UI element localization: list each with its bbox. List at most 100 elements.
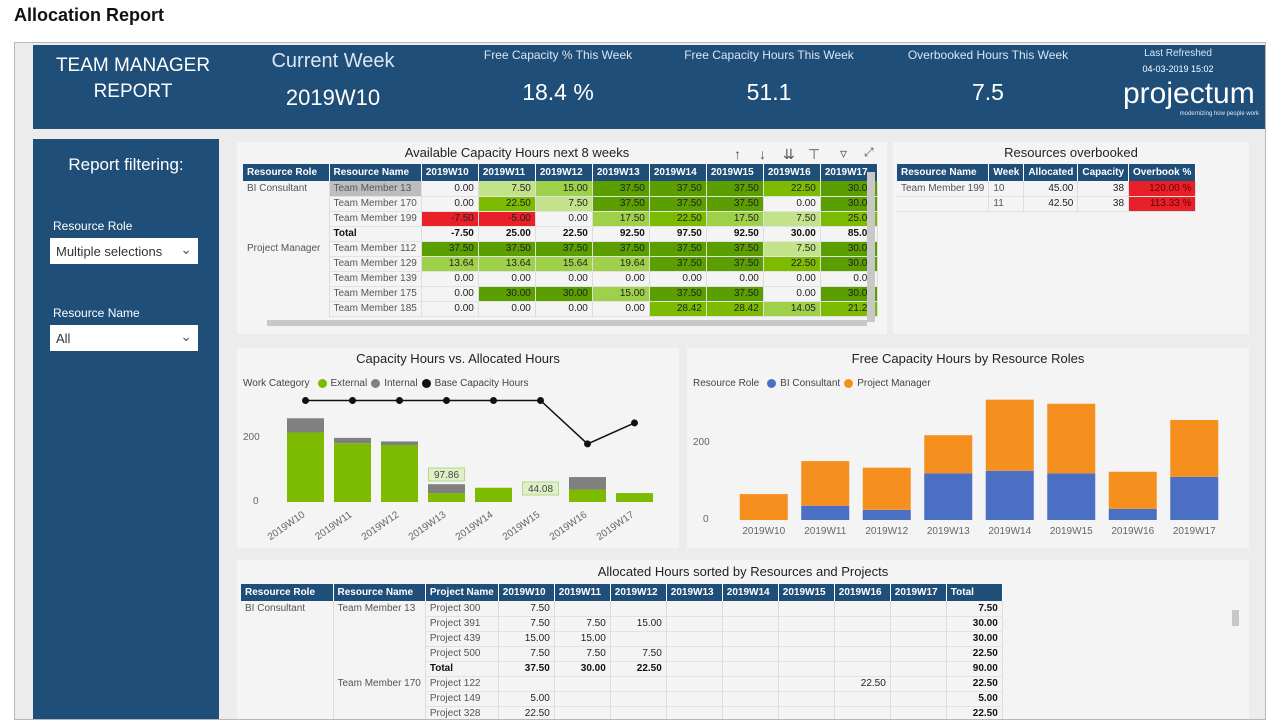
bar-project-manager	[1170, 419, 1219, 477]
capacity-cell: -7.50	[421, 226, 479, 242]
column-header[interactable]: 2019W13	[592, 164, 650, 181]
column-header[interactable]: 2019W14	[722, 584, 779, 601]
row-resource-name[interactable]: Team Member 185	[329, 301, 422, 317]
expand-hierarchy-icon[interactable]: ⊤	[808, 146, 821, 162]
row-role	[241, 616, 334, 631]
resource-role-dropdown[interactable]: Multiple selections ⌄	[50, 238, 198, 264]
row-project-name[interactable]: Project 149	[425, 691, 499, 707]
table-row: BI Consultant Team Member 13 0.00 7.50 15.00…	[243, 181, 878, 197]
capacity-cell: 0.00	[421, 286, 479, 302]
column-header[interactable]: 2019W16	[834, 584, 891, 601]
row-resource-name[interactable]: Team Member 13	[329, 181, 422, 197]
resource-name-dropdown[interactable]: All ⌄	[50, 325, 198, 351]
base-capacity-point	[302, 396, 309, 404]
row-project-name[interactable]: Project 439	[425, 631, 499, 647]
x-tick-label: 2019W15	[501, 509, 543, 543]
capacity-cell: 7.50	[763, 241, 821, 257]
column-header[interactable]: Overbook %	[1128, 164, 1197, 181]
capacity-cell: 37.50	[706, 181, 764, 197]
allocated-scrollbar[interactable]	[1232, 610, 1239, 626]
column-header[interactable]: Resource Role	[241, 584, 334, 601]
vertical-scrollbar[interactable]	[867, 172, 875, 322]
column-header[interactable]: Resource Name	[329, 164, 422, 181]
base-capacity-point	[584, 440, 591, 448]
hours-cell	[890, 601, 947, 617]
row-overbook-pct: 120.00 %	[1128, 181, 1197, 197]
row-resource-name	[333, 661, 426, 676]
horizontal-scrollbar[interactable]	[267, 320, 867, 326]
chart1-ytick-200: 200	[243, 432, 260, 443]
column-header[interactable]: 2019W11	[478, 164, 536, 181]
chart2-plot: 2019W10 2019W11 2019W12 2019W13 2019W14 2019W…	[739, 399, 1219, 537]
column-header[interactable]: Resource Role	[243, 164, 330, 181]
bar-internal	[569, 477, 606, 490]
capacity-cell: 13.64	[478, 256, 536, 272]
column-header[interactable]: 2019W12	[535, 164, 593, 181]
hours-cell: 7.50	[554, 646, 611, 662]
row-resource-name[interactable]: Team Member 129	[329, 256, 422, 272]
row-project-name[interactable]: Total	[425, 661, 499, 677]
capacity-cell: 37.50	[649, 286, 707, 302]
filter-icon[interactable]: ▿	[840, 145, 848, 161]
hours-cell	[778, 631, 835, 647]
row-project-name[interactable]: Project 500	[425, 646, 499, 662]
column-header[interactable]: 2019W10	[498, 584, 555, 601]
column-header[interactable]: Project Name	[425, 584, 499, 601]
capacity-cell: 37.50	[706, 196, 764, 212]
capacity-cell: 0.00	[592, 301, 650, 317]
column-header[interactable]: 2019W14	[649, 164, 707, 181]
row-resource-name[interactable]: Team Member 175	[329, 286, 422, 302]
row-total: 30.00	[946, 631, 1003, 647]
hours-cell	[834, 691, 891, 707]
drill-down-icon[interactable]: ↓	[759, 146, 766, 162]
column-header[interactable]: 2019W10	[421, 164, 479, 181]
column-header[interactable]: 2019W17	[820, 164, 878, 181]
hours-cell: 7.50	[498, 616, 555, 632]
column-header[interactable]: Total	[946, 584, 1003, 601]
last-refreshed-value: 04-03-2019 15:02	[1142, 64, 1214, 74]
column-header[interactable]: Resource Name	[897, 164, 990, 181]
row-resource-name[interactable]: Total	[329, 226, 422, 242]
row-resource-name	[333, 706, 426, 719]
row-project-name[interactable]: Project 391	[425, 616, 499, 632]
row-project-name[interactable]: Project 122	[425, 676, 499, 692]
column-header[interactable]: 2019W17	[890, 584, 947, 601]
overbooked-panel: Resources overbooked Resource Name Week Al…	[893, 142, 1249, 334]
capacity-table-title: Available Capacity Hours next 8 weeks	[404, 145, 630, 160]
row-resource-name[interactable]: Team Member 112	[329, 241, 422, 257]
capacity-cell: 22.50	[535, 226, 593, 242]
expand-all-down-icon[interactable]: ⇊	[783, 146, 795, 162]
row-resource-name[interactable]: Team Member 170	[329, 196, 422, 212]
drill-up-icon[interactable]: ↑	[734, 146, 741, 162]
bar-bi-consultant	[985, 470, 1034, 520]
header-banner: TEAM MANAGER REPORT Current Week 2019W10…	[33, 45, 1265, 129]
capacity-cell: 0.00	[535, 211, 593, 227]
hours-cell	[890, 691, 947, 707]
column-header[interactable]: 2019W15	[778, 584, 835, 601]
row-total: 90.00	[946, 661, 1003, 677]
row-resource-name[interactable]: Team Member 139	[329, 271, 422, 287]
focus-mode-icon[interactable]: ⤢	[864, 145, 874, 159]
row-role	[243, 226, 330, 241]
x-tick-label: 2019W13	[407, 509, 449, 543]
column-header[interactable]: 2019W16	[763, 164, 821, 181]
column-header[interactable]: Capacity	[1077, 164, 1130, 181]
row-project-name[interactable]: Project 300	[425, 601, 499, 617]
row-project-name[interactable]: Project 328	[425, 706, 499, 719]
hours-cell	[834, 616, 891, 632]
capacity-table: Resource Role Resource Name 2019W10 2019W11…	[243, 164, 878, 317]
page-title: Allocation Report	[14, 5, 165, 25]
x-tick-label: 2019W17	[1173, 526, 1216, 537]
column-header[interactable]: 2019W11	[554, 584, 611, 601]
column-header[interactable]: Week	[988, 164, 1025, 181]
column-header[interactable]: 2019W12	[610, 584, 667, 601]
column-header[interactable]: 2019W15	[706, 164, 764, 181]
column-header[interactable]: Resource Name	[333, 584, 426, 601]
x-tick-label: 2019W16	[548, 509, 590, 543]
column-header[interactable]: 2019W13	[666, 584, 723, 601]
row-role: BI Consultant	[243, 181, 330, 196]
kpi-value-1: 51.1	[746, 79, 792, 105]
x-tick-label: 2019W10	[266, 509, 308, 543]
column-header[interactable]: Allocated	[1023, 164, 1079, 181]
row-resource-name[interactable]: Team Member 199	[329, 211, 422, 227]
